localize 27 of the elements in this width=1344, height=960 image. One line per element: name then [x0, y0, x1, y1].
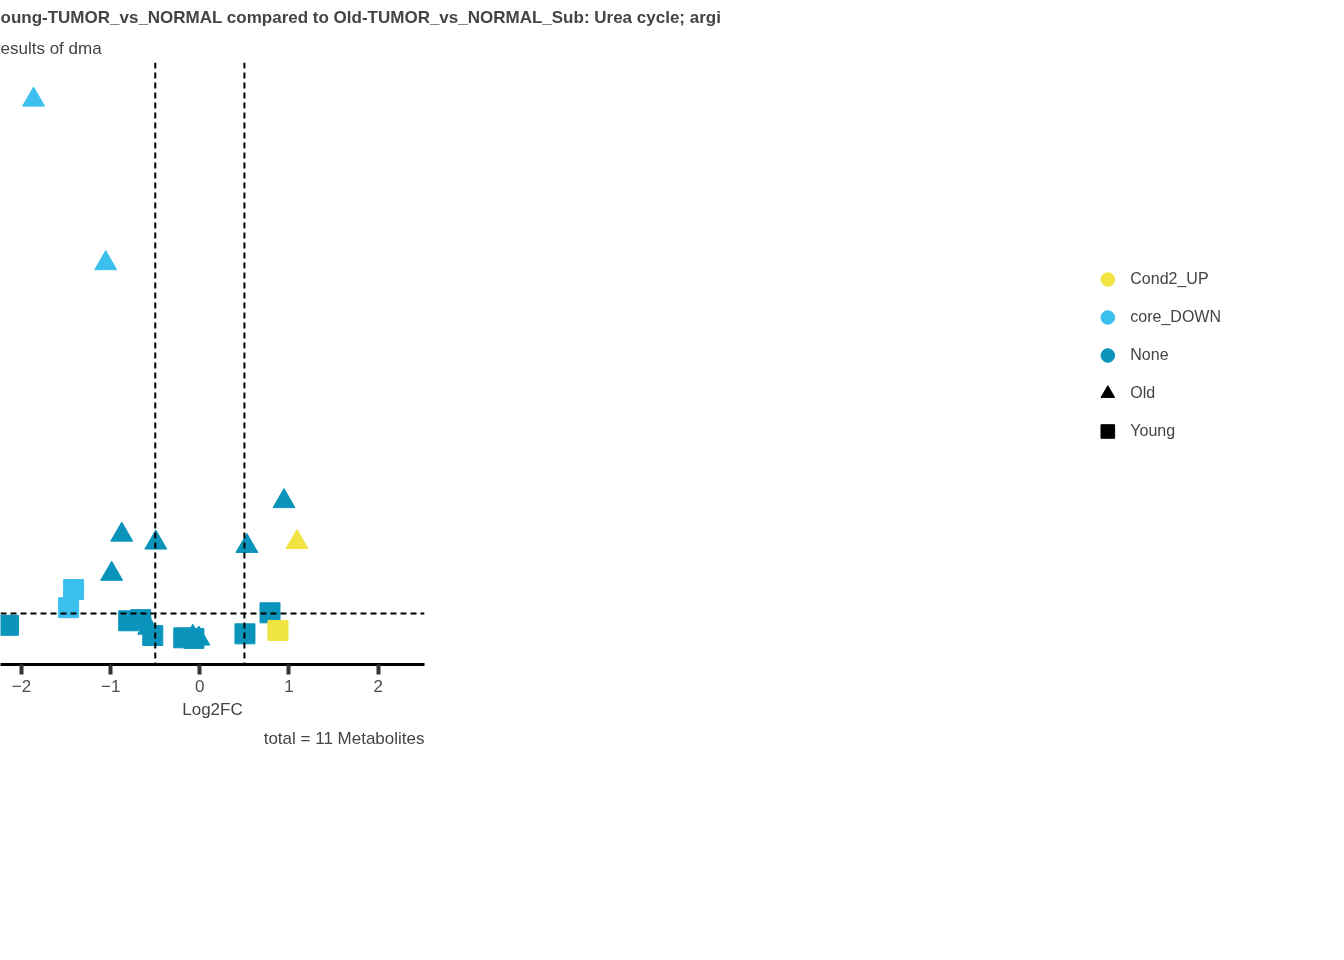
- point: [183, 627, 205, 649]
- point: [267, 619, 289, 641]
- point: [100, 560, 124, 581]
- point: [234, 623, 256, 645]
- chart-title: oung-TUMOR_vs_NORMAL compared to Old-TUMOR_vs_NORMAL_Sub: Urea cycle; argi: [0, 7, 721, 27]
- x-tick-label: 0: [195, 676, 205, 696]
- chart-subtitle: esults of dma: [0, 38, 103, 58]
- legend-label: Cond2_UP: [1130, 270, 1209, 288]
- legend-label: None: [1130, 346, 1169, 364]
- legend-label: Young: [1130, 422, 1176, 440]
- text: total = 11 Metabolites: [263, 728, 425, 748]
- point: [0, 614, 20, 636]
- point: [94, 250, 118, 271]
- legend-label: Old: [1130, 384, 1156, 402]
- x-tick-label: −2: [11, 676, 32, 696]
- point: [142, 625, 164, 647]
- point: [22, 86, 46, 107]
- point: [272, 488, 296, 509]
- point: [58, 597, 80, 619]
- legend-label: core_DOWN: [1130, 308, 1221, 326]
- x-tick-label: −1: [101, 676, 121, 696]
- point: [285, 528, 309, 550]
- x-axis-title: Log2FC: [182, 699, 243, 719]
- x-tick-label: 2: [373, 676, 383, 696]
- x-tick-label: 1: [284, 676, 294, 696]
- point: [235, 532, 259, 553]
- point: [110, 521, 134, 542]
